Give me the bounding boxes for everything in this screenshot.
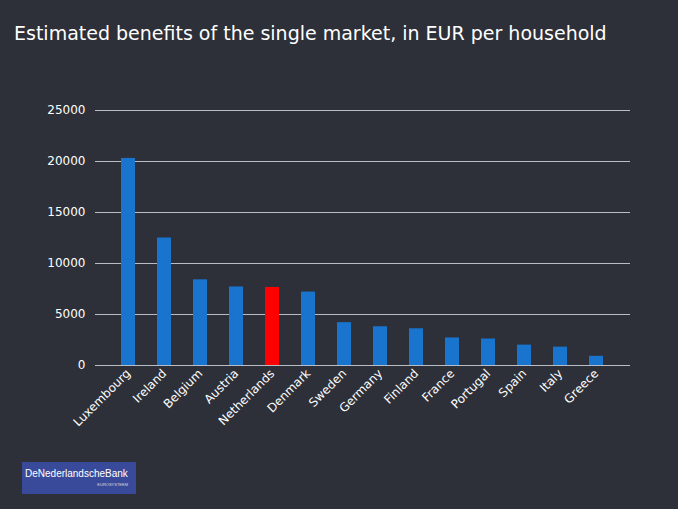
svg-text:Greece: Greece: [561, 366, 601, 406]
svg-text:Ireland: Ireland: [130, 366, 170, 406]
svg-text:Belgium: Belgium: [161, 366, 206, 411]
svg-text:France: France: [419, 366, 458, 405]
svg-text:Spain: Spain: [496, 366, 530, 400]
svg-text:Italy: Italy: [537, 366, 565, 394]
svg-text:Germany: Germany: [336, 366, 385, 415]
svg-text:25000: 25000: [47, 103, 85, 117]
svg-text:Netherlands: Netherlands: [216, 366, 278, 428]
html-text:EUROSYSTEEM: EUROSYSTEEM: [97, 482, 128, 487]
html-text:Estimated benefits of the sing: Estimated benefits of the single market,…: [14, 22, 607, 44]
svg-text:20000: 20000: [47, 154, 85, 168]
svg-text:Finland: Finland: [381, 366, 421, 406]
svg-text:Portugal: Portugal: [448, 366, 493, 411]
svg-text:Austria: Austria: [201, 366, 242, 407]
svg-text:10000: 10000: [47, 256, 85, 270]
svg-text:15000: 15000: [47, 205, 85, 219]
svg-text:Luxembourg: Luxembourg: [71, 366, 134, 429]
html-text:DeNederlandscheBank: DeNederlandscheBank: [25, 468, 128, 479]
svg-text:5000: 5000: [55, 307, 86, 321]
svg-text:Denmark: Denmark: [264, 366, 313, 415]
svg-text:0: 0: [78, 358, 86, 372]
svg-text:Sweden: Sweden: [305, 366, 350, 410]
